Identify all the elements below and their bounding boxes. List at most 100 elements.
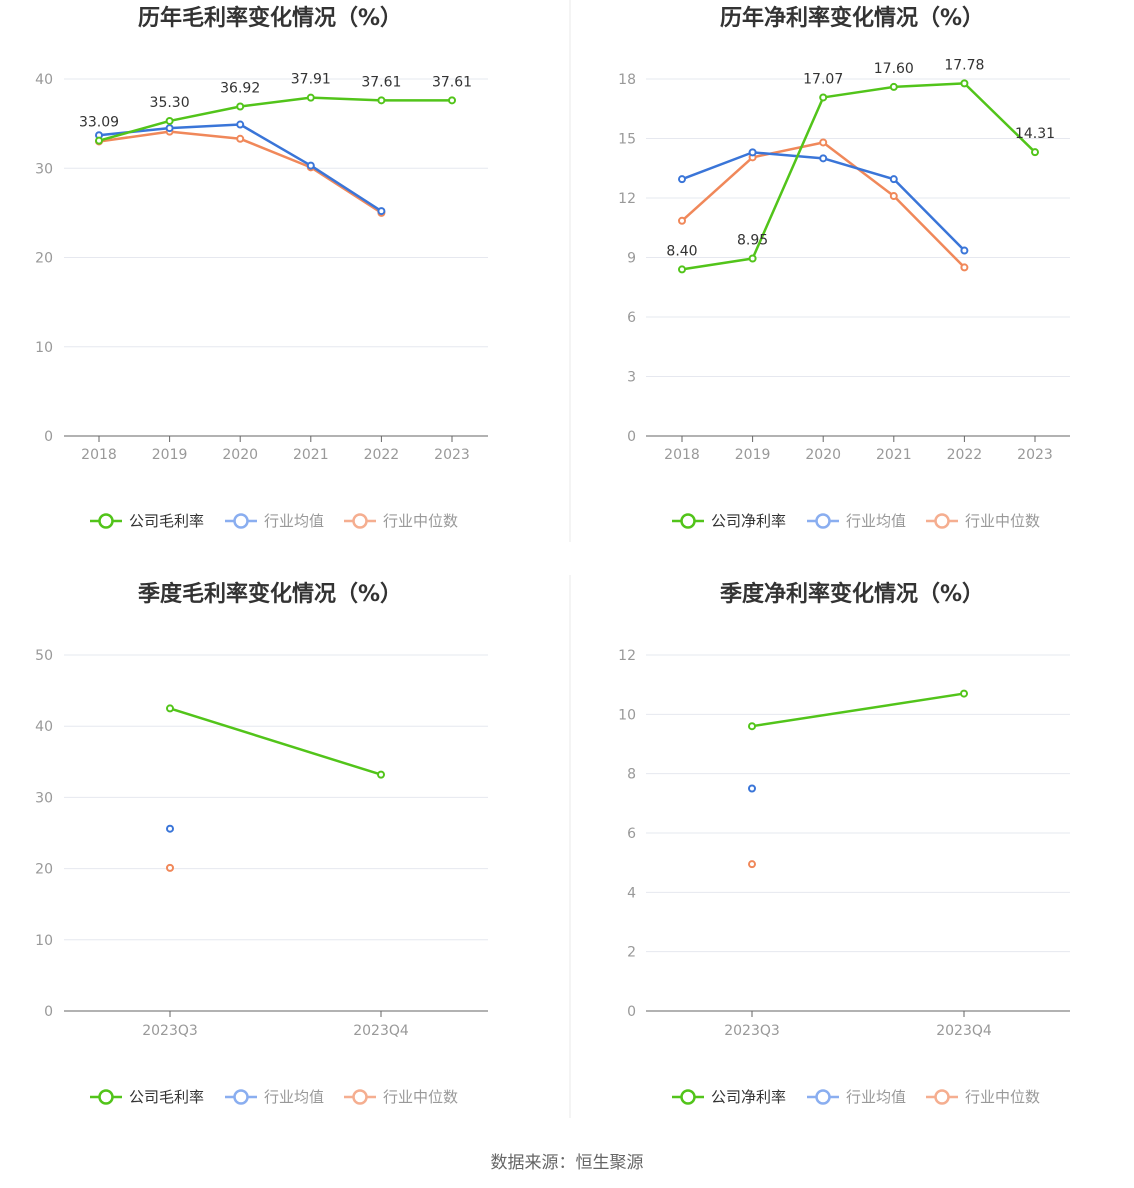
data-point-avg: [748, 784, 756, 793]
data-point-company: [95, 136, 103, 145]
legend-item-median: 行业中位数: [926, 512, 1040, 530]
x-tick-label: 2018: [664, 447, 700, 463]
data-point-company: [960, 689, 968, 698]
x-tick-label: 2023Q3: [142, 1023, 198, 1039]
legend-label: 公司净利率: [711, 1088, 786, 1106]
legend-marker: [233, 513, 249, 529]
x-tick-label: 2019: [152, 447, 188, 463]
legend-marker: [98, 513, 114, 529]
chart-title: 季度毛利率变化情况（%）: [138, 581, 402, 607]
legend-label: 行业中位数: [383, 1088, 458, 1106]
x-tick-label: 2023Q4: [353, 1023, 409, 1039]
legend-label: 行业中位数: [965, 512, 1040, 530]
y-tick-label: 18: [618, 72, 636, 88]
data-point-avg: [165, 124, 174, 133]
data-point-median: [678, 216, 686, 225]
x-tick-label: 2023Q4: [936, 1023, 992, 1039]
legend-label: 行业中位数: [965, 1088, 1040, 1106]
legend-label: 行业均值: [264, 1088, 324, 1106]
data-point-company: [236, 102, 245, 111]
data-label: 17.07: [803, 71, 843, 87]
legend-item-avg: 行业均值: [807, 1088, 906, 1106]
legend-label: 公司净利率: [711, 512, 786, 530]
data-point-company: [748, 722, 756, 731]
series-line-avg: [681, 151, 966, 252]
chart-title: 历年毛利率变化情况（%）: [138, 5, 402, 31]
x-tick-label: 2023Q3: [724, 1023, 780, 1039]
data-point-median: [889, 192, 898, 201]
y-tick-label: 40: [35, 72, 53, 88]
y-tick-label: 2: [627, 945, 636, 961]
y-tick-label: 10: [35, 933, 53, 949]
y-tick-label: 30: [35, 161, 53, 177]
data-point-avg: [236, 120, 245, 129]
legend-marker: [352, 513, 368, 529]
chart-panel-4: 季度净利率变化情况（%） 0 2 4 6 8 10 12 2023Q3 2023Q4 公司净利率 行业…: [618, 581, 1070, 1106]
y-tick-label: 0: [627, 1004, 636, 1020]
x-tick-label: 2021: [293, 447, 329, 463]
x-tick-label: 2020: [805, 447, 841, 463]
y-tick-label: 10: [35, 340, 53, 356]
data-point-company: [306, 93, 315, 102]
legend-marker: [352, 1089, 368, 1105]
data-point-company: [165, 116, 174, 125]
data-point-company: [819, 93, 828, 102]
data-point-company: [678, 265, 686, 274]
data-point-median: [960, 263, 969, 272]
x-tick-label: 2018: [81, 447, 117, 463]
data-point-avg: [889, 175, 898, 184]
data-label: 35.30: [150, 95, 190, 111]
x-tick-label: 2021: [876, 447, 912, 463]
data-point-company: [748, 254, 757, 263]
y-tick-label: 15: [618, 132, 636, 148]
y-tick-label: 0: [44, 1004, 53, 1020]
data-point-avg: [748, 148, 757, 157]
legend-item-avg: 行业均值: [225, 512, 324, 530]
data-label: 14.31: [1015, 126, 1055, 142]
y-tick-label: 8: [627, 767, 636, 783]
legend-marker: [98, 1089, 114, 1105]
data-label: 37.91: [291, 72, 331, 88]
series-line-company: [169, 707, 382, 776]
legend-marker: [680, 1089, 696, 1105]
x-tick-label: 2019: [735, 447, 771, 463]
y-tick-label: 6: [627, 826, 636, 842]
y-tick-label: 40: [35, 719, 53, 735]
data-point-avg: [819, 154, 828, 163]
legend-label: 行业均值: [846, 1088, 906, 1106]
y-tick-label: 20: [35, 862, 53, 878]
legend-item-company: 公司净利率: [672, 1088, 786, 1106]
chart-title: 历年净利率变化情况（%）: [720, 5, 984, 31]
y-tick-label: 3: [627, 370, 636, 386]
chart-panel-1: 历年毛利率变化情况（%） 0 10 20 30 40 2018 2019 2020 2021 202…: [35, 5, 488, 530]
y-tick-label: 0: [627, 429, 636, 445]
y-tick-label: 30: [35, 790, 53, 806]
legend-item-avg: 行业均值: [225, 1088, 324, 1106]
data-point-median: [748, 860, 756, 869]
x-tick-label: 2022: [364, 447, 400, 463]
data-point-median: [166, 863, 174, 872]
data-point-avg: [306, 161, 315, 170]
data-point-company: [889, 82, 898, 91]
legend-item-company: 公司毛利率: [90, 512, 204, 530]
data-point-median: [819, 138, 828, 147]
chart-panel-3: 季度毛利率变化情况（%） 0 10 20 30 40 50 2023Q3 2023Q4 公司毛利率…: [35, 581, 488, 1106]
data-label: 33.09: [79, 115, 119, 131]
chart-panel-2: 历年净利率变化情况（%） 0 3 6 9 12 15 18 2018 2019 2020 2021 20…: [618, 5, 1070, 530]
data-label: 17.78: [944, 57, 984, 73]
legend-label: 行业均值: [264, 512, 324, 530]
x-tick-label: 2023: [434, 447, 470, 463]
legend-label: 行业均值: [846, 512, 906, 530]
legend-item-company: 公司净利率: [672, 512, 786, 530]
data-label: 37.61: [432, 74, 472, 90]
data-point-company: [1031, 148, 1039, 157]
x-tick-label: 2023: [1017, 447, 1053, 463]
y-tick-label: 10: [618, 707, 636, 723]
legend-marker: [680, 513, 696, 529]
series-line-company: [751, 692, 965, 728]
x-tick-label: 2022: [947, 447, 983, 463]
legend-item-company: 公司毛利率: [90, 1088, 204, 1106]
data-point-company: [448, 96, 456, 105]
legend-marker: [934, 1089, 950, 1105]
